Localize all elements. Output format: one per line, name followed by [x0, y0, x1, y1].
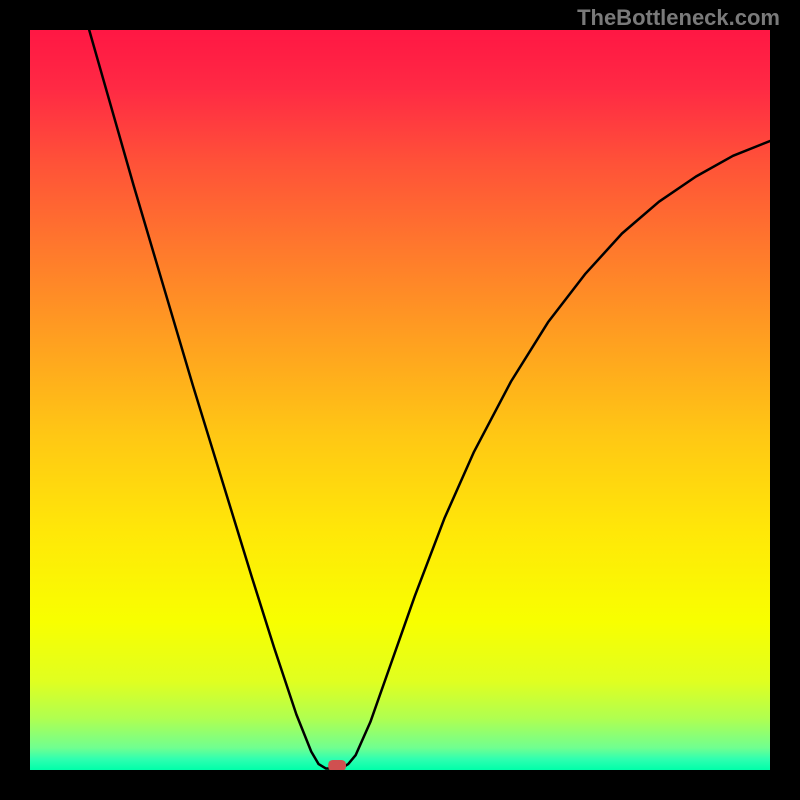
chart-background	[30, 30, 770, 770]
optimal-marker	[328, 760, 346, 770]
watermark-text: TheBottleneck.com	[577, 5, 780, 31]
chart-container	[30, 30, 770, 770]
bottleneck-chart	[30, 30, 770, 770]
